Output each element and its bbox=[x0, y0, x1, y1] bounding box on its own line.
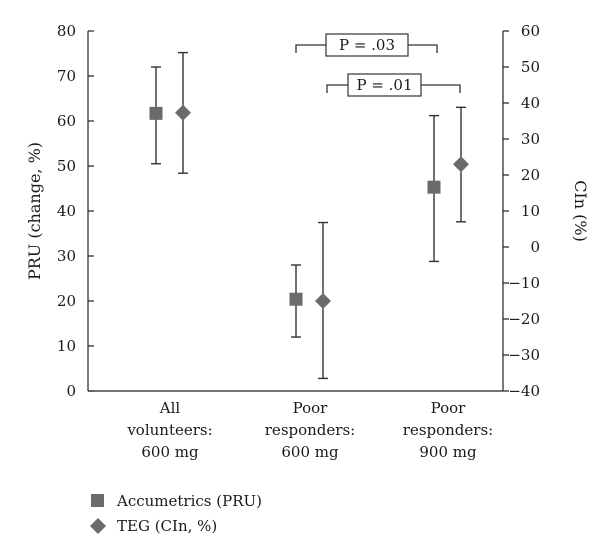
square-marker bbox=[149, 106, 163, 120]
square-marker bbox=[427, 180, 441, 194]
annotation-box bbox=[325, 33, 409, 57]
y-right-tick-label: −30 bbox=[508, 346, 540, 364]
y-left-tick-label: 30 bbox=[57, 247, 76, 265]
y-right-tick-label: 40 bbox=[521, 94, 540, 112]
x-category-label-line: 900 mg bbox=[419, 443, 477, 461]
legend-square-marker bbox=[91, 494, 104, 507]
diamond-marker bbox=[175, 104, 191, 121]
x-category-label-line: volunteers: bbox=[126, 421, 212, 439]
y-right-tick-label: −40 bbox=[508, 382, 540, 400]
x-category-label-line: responders: bbox=[403, 421, 493, 439]
x-category-label: All volunteers: 600 mg bbox=[126, 399, 212, 461]
y-right-tick-label: −10 bbox=[508, 274, 540, 292]
bracket-line bbox=[295, 44, 326, 53]
x-category-label-line: responders: bbox=[265, 421, 355, 439]
x-category-label-line: Poor bbox=[293, 399, 329, 417]
data-markers bbox=[149, 104, 469, 309]
tick-labels: 0 10 20 30 40 50 60 70 80 −40 −30 −20 −10 0 10 20 30 40 50… bbox=[57, 22, 540, 400]
y-right-tick-label: 30 bbox=[521, 130, 540, 148]
x-category-label-line: 600 mg bbox=[281, 443, 339, 461]
y-right-tick-label: 60 bbox=[521, 22, 540, 40]
bracket-line bbox=[408, 44, 438, 53]
x-category-label: Poor responders: 600 mg bbox=[265, 399, 355, 461]
error-bars bbox=[151, 51, 466, 380]
legend-label: Accumetrics (PRU) bbox=[116, 492, 262, 510]
annotation-label: P = .01 bbox=[356, 76, 412, 94]
y-left-tick-label: 80 bbox=[57, 22, 76, 40]
square-marker bbox=[289, 292, 303, 306]
x-category-label-line: Poor bbox=[431, 399, 467, 417]
y-right-tick-label: −20 bbox=[508, 310, 540, 328]
category-labels: All volunteers: 600 mg Poor responders: 600 m… bbox=[126, 399, 493, 461]
x-category-label: Poor responders: 900 mg bbox=[403, 399, 493, 461]
y-right-tick-label: 50 bbox=[521, 58, 540, 76]
diamond-marker bbox=[453, 156, 469, 173]
diamond-marker bbox=[315, 293, 331, 309]
bracket-line bbox=[421, 84, 461, 93]
y-left-tick-label: 50 bbox=[57, 157, 76, 175]
y-axis-right-title: CIn (%) bbox=[571, 180, 590, 242]
y-left-tick-label: 10 bbox=[57, 337, 76, 355]
y-axis-left-title: PRU (change, %) bbox=[25, 142, 44, 280]
legend: Accumetrics (PRU) TEG (CIn, %) bbox=[90, 492, 262, 535]
y-right-tick-label: 10 bbox=[521, 202, 540, 220]
bracket-line bbox=[326, 84, 348, 93]
legend-diamond-marker bbox=[90, 518, 106, 534]
x-category-label-line: 600 mg bbox=[141, 443, 199, 461]
y-left-tick-label: 20 bbox=[57, 292, 76, 310]
legend-label: TEG (CIn, %) bbox=[117, 517, 217, 535]
y-left-tick-label: 70 bbox=[57, 67, 76, 85]
annotation-label: P = .03 bbox=[339, 36, 395, 54]
y-right-tick-label: 20 bbox=[521, 166, 540, 184]
y-left-tick-label: 60 bbox=[57, 112, 76, 130]
y-left-tick-label: 0 bbox=[66, 382, 76, 400]
axes bbox=[87, 30, 509, 392]
x-category-label-line: All bbox=[159, 399, 181, 417]
y-right-tick-label: 0 bbox=[530, 238, 540, 256]
y-left-tick-label: 40 bbox=[57, 202, 76, 220]
significance-annotations: P = .03 P = .01 bbox=[295, 33, 461, 97]
annotation-box bbox=[347, 73, 422, 97]
